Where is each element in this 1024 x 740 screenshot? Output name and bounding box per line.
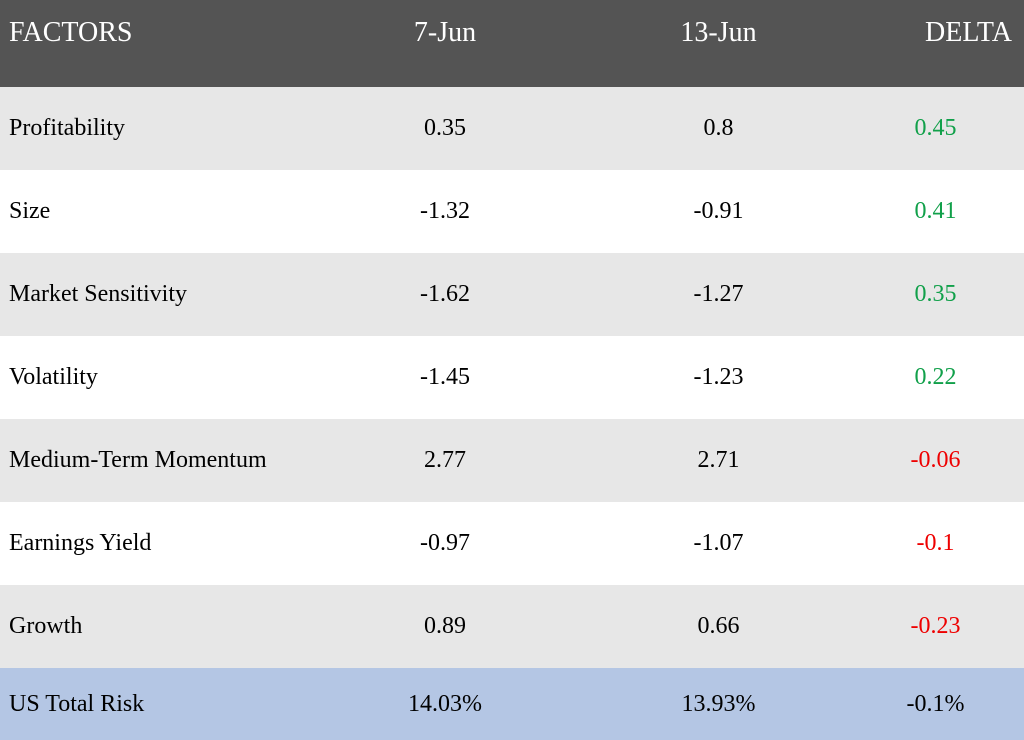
jun7-cell: 0.89 — [424, 613, 466, 639]
table-row: Medium-Term Momentum 2.77 2.71 -0.06 — [0, 419, 1024, 502]
header-jun7: 7-Jun — [413, 17, 477, 48]
jun13-cell: -1.23 — [693, 364, 744, 390]
delta-cell: 0.35 — [914, 281, 957, 307]
delta-cell: -0.06 — [910, 447, 961, 473]
delta-cell: 0.22 — [914, 364, 957, 390]
jun7-cell: -0.97 — [420, 530, 470, 556]
jun13-cell: 0.66 — [697, 613, 740, 639]
header-factors: FACTORS — [9, 17, 133, 48]
table-header: FACTORS 7-Jun 13-Jun DELTA — [0, 0, 1024, 87]
delta-cell: -0.1 — [916, 530, 955, 556]
total-jun13: 13.93% — [681, 690, 756, 717]
table-body: Profitability 0.35 0.8 0.45 Size -1.32 -0.91 0.… — [0, 87, 1024, 668]
delta-cell: -0.23 — [910, 613, 961, 639]
jun7-cell: 2.77 — [424, 447, 466, 473]
jun7-cell: -1.45 — [420, 364, 470, 390]
jun7-cell: -1.62 — [420, 281, 470, 307]
factor-cell: Profitability — [9, 115, 125, 141]
total-jun7: 14.03% — [408, 690, 482, 717]
factor-cell: Market Sensitivity — [9, 281, 187, 307]
total-row: US Total Risk 14.03% 13.93% -0.1% — [0, 668, 1024, 740]
table-row: Market Sensitivity -1.62 -1.27 0.35 — [0, 253, 1024, 336]
factor-cell: Medium-Term Momentum — [9, 447, 267, 473]
jun7-cell: 0.35 — [424, 115, 466, 141]
table-row: Growth 0.89 0.66 -0.23 — [0, 585, 1024, 668]
table-row: Volatility -1.45 -1.23 0.22 — [0, 336, 1024, 419]
delta-cell: 0.41 — [914, 198, 957, 224]
factor-cell: Earnings Yield — [9, 530, 152, 556]
factor-cell: Volatility — [9, 364, 98, 390]
factor-cell: Size — [9, 198, 51, 224]
header-delta: DELTA — [925, 17, 1012, 48]
jun7-cell: -1.32 — [420, 198, 470, 224]
delta-cell: 0.45 — [914, 115, 957, 141]
table-row: Profitability 0.35 0.8 0.45 — [0, 87, 1024, 170]
jun13-cell: 0.8 — [703, 115, 734, 141]
header-jun13: 13-Jun — [680, 17, 757, 48]
total-delta: -0.1% — [906, 690, 965, 717]
factor-cell: Growth — [9, 613, 83, 639]
jun13-cell: -1.07 — [693, 530, 744, 556]
jun13-cell: -0.91 — [693, 198, 744, 224]
total-label: US Total Risk — [9, 690, 145, 717]
jun13-cell: 2.71 — [697, 447, 740, 473]
table-row: Size -1.32 -0.91 0.41 — [0, 170, 1024, 253]
table-row: Earnings Yield -0.97 -1.07 -0.1 — [0, 502, 1024, 585]
jun13-cell: -1.27 — [693, 281, 744, 307]
